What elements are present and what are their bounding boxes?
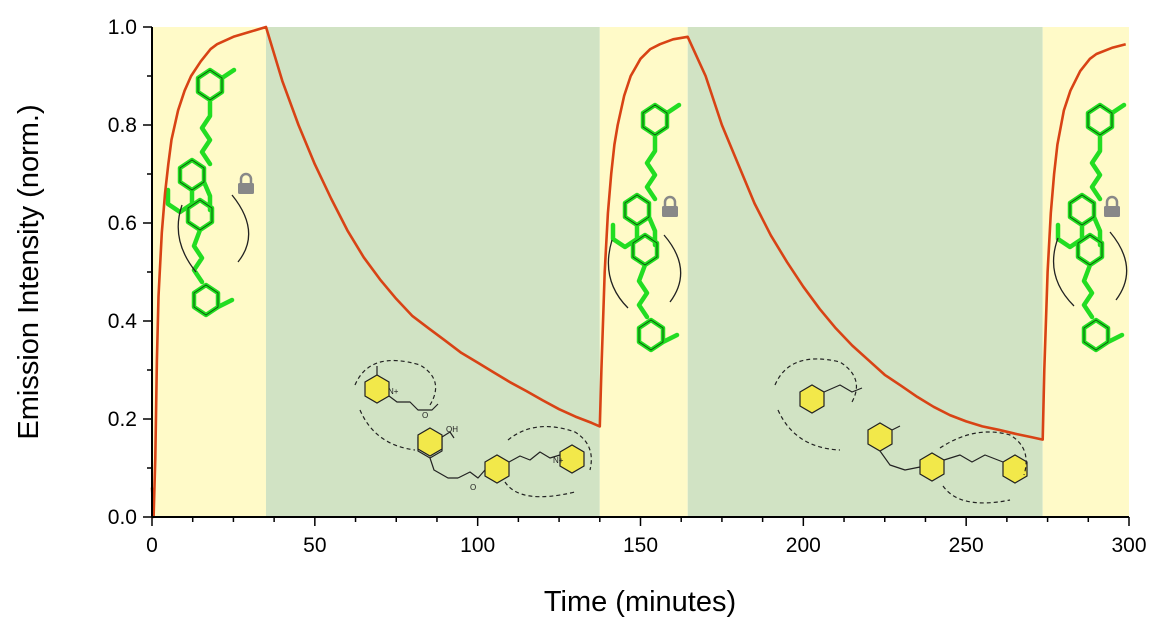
x-tick-label-3: 150 (623, 534, 658, 557)
y-tick-label-4: 0.8 (108, 114, 137, 137)
x-tick-label-4: 200 (786, 534, 821, 557)
o-label-2: O (470, 483, 476, 492)
x-axis-title: Time (minutes) (544, 586, 736, 617)
molecule-open-2 (774, 358, 1028, 504)
x-tick-label-0: 0 (146, 534, 158, 557)
shaded-region-3 (687, 27, 1043, 517)
x-tick-label-2: 100 (460, 534, 495, 557)
lock-icon (662, 195, 678, 217)
x-ticks: 0 50 100 150 200 250 300 (146, 517, 1147, 557)
y-ticks: 0.0 0.2 0.4 0.6 0.8 1.0 (108, 16, 152, 529)
molecule-open-1: OH O O N+ N+ (354, 359, 592, 498)
x-tick-label-5: 250 (949, 534, 984, 557)
y-tick-label-2: 0.4 (108, 310, 138, 333)
lock-icon (1104, 195, 1120, 217)
n-plus-label-2: N+ (553, 456, 564, 465)
plot-area (150, 25, 1127, 519)
molecule-closed-2 (607, 102, 682, 353)
y-tick-label-5: 1.0 (108, 16, 137, 39)
molecule-closed-1 (165, 67, 254, 318)
molecule-closed-3 (1052, 102, 1128, 353)
n-plus-label-1: N+ (388, 387, 399, 396)
y-tick-label-1: 0.2 (108, 408, 137, 431)
y-axis-title: Emission Intensity (norm.) (13, 104, 45, 439)
x-tick-label-1: 50 (303, 534, 326, 557)
y-tick-label-3: 0.6 (108, 212, 137, 235)
y-tick-label-0: 0.0 (108, 506, 137, 529)
lock-icon (238, 172, 254, 194)
o-label-1: O (422, 411, 428, 420)
x-tick-label-6: 300 (1111, 534, 1146, 557)
oh-label: OH (446, 425, 458, 434)
series-line-0 (150, 25, 1127, 519)
